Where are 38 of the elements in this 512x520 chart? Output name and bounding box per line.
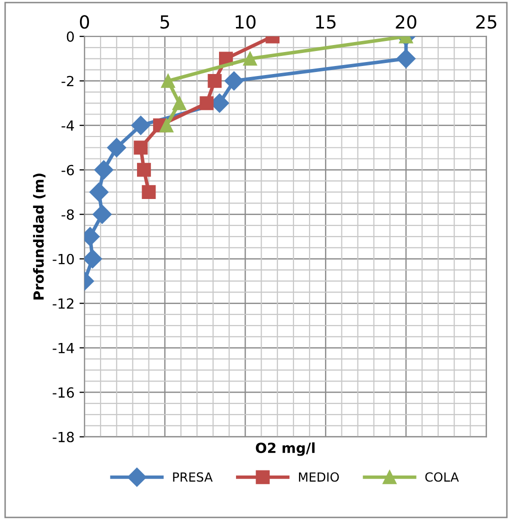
y-axis-title: Profundidad (m) (33, 174, 46, 300)
legend-label: MEDIO (298, 472, 339, 482)
y-tick-label: -16 (52, 387, 74, 398)
y-tick-label: -12 (52, 298, 74, 309)
x-tick-label: 10 (236, 15, 256, 29)
legend-label: COLA (425, 472, 459, 482)
y-tick-label: 0 (66, 31, 74, 42)
x-tick-label: 5 (160, 15, 170, 29)
point (89, 182, 108, 202)
point (243, 52, 258, 66)
y-tick-label: -10 (52, 254, 74, 264)
y-tick-label: -14 (52, 342, 74, 354)
y-tick-label: -4 (62, 120, 74, 131)
legend-label: PRESA (173, 472, 213, 482)
x-tick-label: 0 (80, 15, 90, 29)
y-tick-label: -18 (52, 432, 74, 442)
point (84, 249, 102, 268)
y-tick-label: -8 (62, 209, 74, 220)
point (134, 140, 148, 155)
point (396, 49, 416, 68)
point (107, 138, 126, 158)
point (161, 74, 176, 88)
point (94, 160, 114, 180)
x-tick-label: 25 (476, 15, 496, 29)
point (137, 162, 151, 177)
point (172, 96, 186, 110)
x-tick-label: 20 (396, 15, 416, 29)
y-tick-label: -2 (62, 76, 74, 86)
point (200, 96, 214, 110)
point (142, 185, 156, 200)
point (92, 204, 112, 224)
point (131, 116, 150, 135)
y-tick-label: -6 (62, 164, 74, 176)
point (160, 118, 174, 132)
x-tick-label: 15 (316, 15, 336, 29)
point (208, 74, 222, 88)
x-axis-title: O2 mg/l (256, 442, 315, 456)
point (224, 71, 244, 90)
